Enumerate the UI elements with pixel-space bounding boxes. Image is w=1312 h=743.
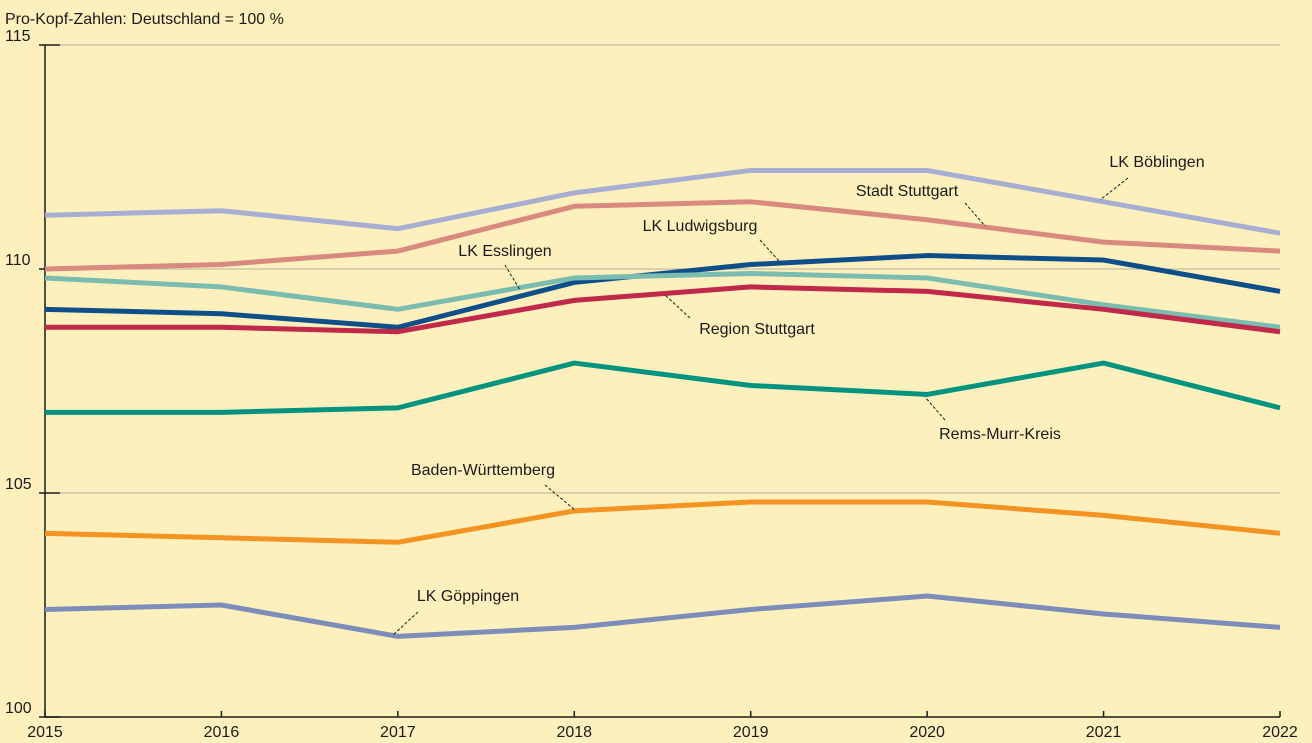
- series-line: [44, 593, 1281, 639]
- y-tick-label: 110: [5, 252, 31, 269]
- series-label: LK Göppingen: [417, 588, 519, 605]
- y-tick-label: 100: [5, 700, 32, 717]
- chart-subtitle: Pro-Kopf-Zahlen: Deutschland = 100 %: [5, 11, 284, 28]
- x-tick-label: 2019: [733, 724, 769, 741]
- x-tick-label: 2017: [380, 724, 416, 741]
- series-label: LK Ludwigsburg: [643, 218, 758, 235]
- series-line: [44, 499, 1281, 545]
- leader-line: [1099, 177, 1129, 201]
- series-line: [44, 167, 1281, 236]
- y-tick-label: 115: [5, 28, 31, 45]
- x-tick-label: 2022: [1262, 724, 1298, 741]
- leader-line: [664, 294, 691, 319]
- x-tick-label: 2016: [204, 724, 240, 741]
- x-tick-label: 2021: [1086, 724, 1122, 741]
- series-line: [44, 270, 1281, 330]
- series-line: [45, 360, 1281, 415]
- leader-line: [392, 611, 419, 636]
- series-line: [44, 199, 1281, 272]
- series-label: Rems-Murr-Kreis: [939, 426, 1061, 443]
- y-tick-label: 105: [5, 476, 32, 493]
- leader-line: [544, 484, 576, 511]
- x-tick-label: 2018: [556, 724, 592, 741]
- leader-line: [964, 202, 986, 227]
- leader-line: [924, 396, 946, 421]
- series-label: Region Stuttgart: [699, 321, 815, 338]
- series-label: LK Böblingen: [1109, 154, 1204, 171]
- series-label: Baden-Württemberg: [411, 462, 555, 479]
- x-tick-label: 2020: [909, 724, 945, 741]
- x-tick-label: 2015: [27, 724, 63, 741]
- series-label: Stadt Stuttgart: [856, 183, 959, 200]
- series-label: LK Esslingen: [458, 243, 551, 260]
- series-line: [45, 284, 1281, 335]
